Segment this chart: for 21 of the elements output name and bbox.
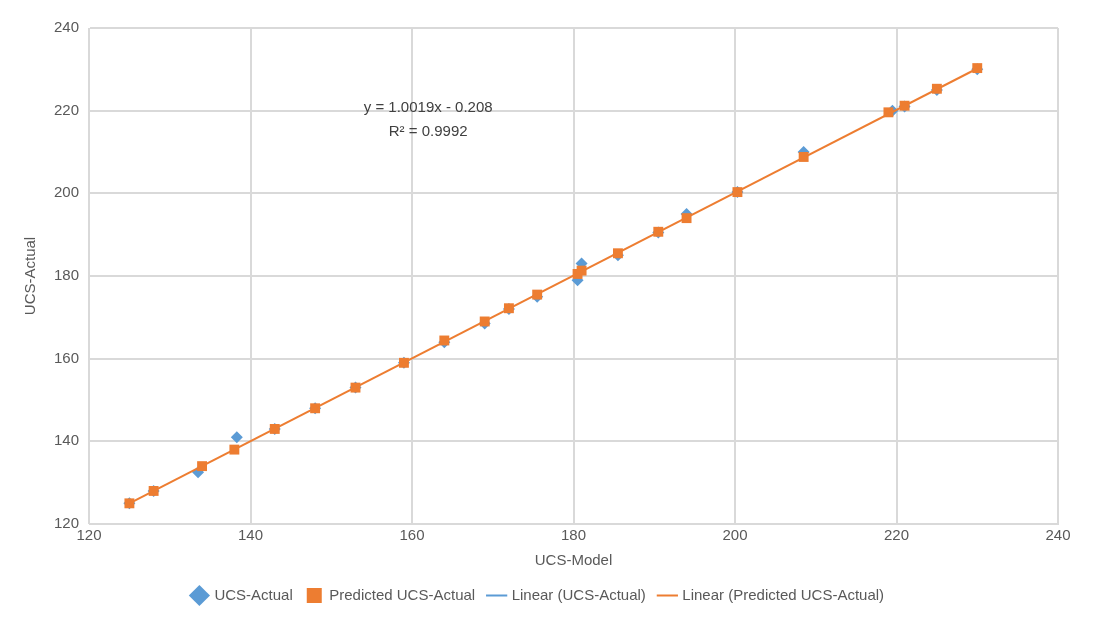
- legend-label: Linear (Predicted UCS-Actual): [682, 585, 885, 603]
- y-axis-title: UCS-Actual: [21, 236, 39, 316]
- x-tick-label: 140: [238, 526, 264, 544]
- y-tick-label: 220: [54, 100, 80, 118]
- y-tick-label: 200: [54, 183, 80, 201]
- y-tick-label: 140: [54, 431, 80, 449]
- legend-label: Predicted UCS-Actual: [329, 585, 476, 603]
- point: [230, 431, 243, 444]
- y-tick-label: 180: [54, 266, 80, 284]
- x-axis-title: UCS-Model: [534, 551, 613, 569]
- x-tick-label: 160: [399, 526, 425, 544]
- x-tick-label: 200: [722, 526, 748, 544]
- x-tick-label: 220: [883, 526, 910, 544]
- annotation: R² = 0.9992: [388, 121, 468, 139]
- y-tick-label: 160: [54, 348, 80, 366]
- legend-label: UCS-Actual: [214, 585, 293, 603]
- x-tick-label: 240: [1045, 526, 1071, 544]
- x-tick-label: 180: [561, 526, 587, 544]
- annotation: y = 1.0019x - 0.208: [363, 97, 493, 115]
- legend-label: Linear (UCS-Actual): [511, 585, 646, 603]
- y-tick-label: 240: [54, 18, 80, 36]
